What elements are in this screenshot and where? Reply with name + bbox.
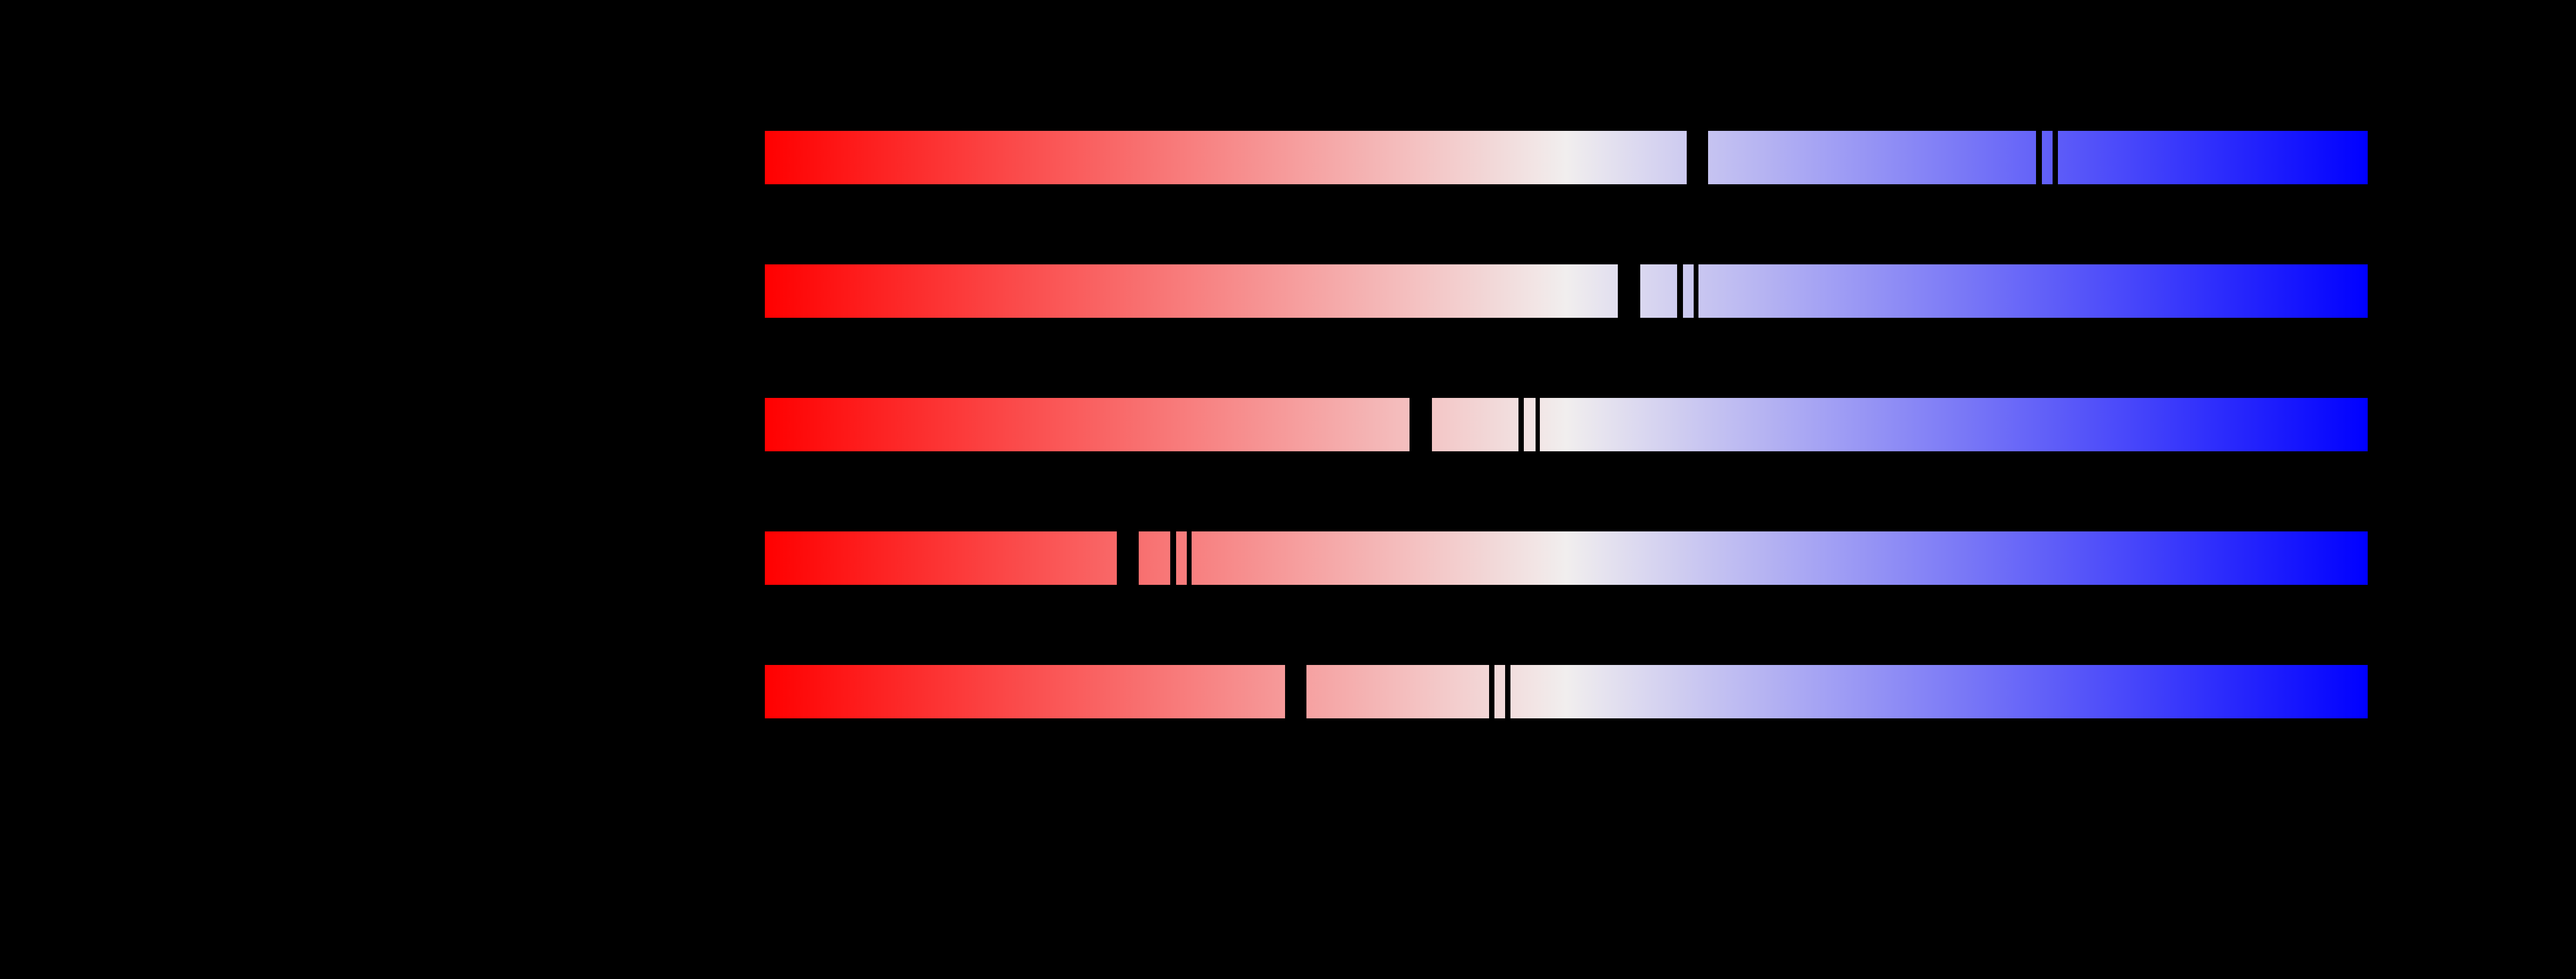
gradient-bar-4 bbox=[765, 531, 2368, 585]
gradient-bar-3 bbox=[765, 397, 2368, 452]
marker-thin-tick-1 bbox=[1518, 397, 1524, 452]
marker-wide-gap bbox=[1285, 664, 1306, 719]
marker-thin-tick-1 bbox=[1489, 664, 1494, 719]
marker-thin-tick-1 bbox=[2036, 130, 2042, 185]
marker-wide-gap bbox=[1618, 264, 1640, 318]
marker-thin-tick-2 bbox=[2053, 130, 2058, 185]
marker-wide-gap bbox=[1117, 531, 1139, 585]
marker-thin-tick-2 bbox=[1536, 397, 1540, 452]
marker-thin-tick-1 bbox=[1677, 264, 1683, 318]
marker-thin-tick-1 bbox=[1170, 531, 1176, 585]
marker-thin-tick-2 bbox=[1694, 264, 1698, 318]
marker-wide-gap bbox=[1410, 397, 1432, 452]
marker-thin-tick-2 bbox=[1187, 531, 1192, 585]
gradient-bar-5 bbox=[765, 664, 2368, 719]
marker-wide-gap bbox=[1687, 130, 1708, 185]
gradient-bar-2 bbox=[765, 264, 2368, 318]
gradient-bar-1 bbox=[765, 130, 2368, 185]
marker-thin-tick-2 bbox=[1505, 664, 1510, 719]
